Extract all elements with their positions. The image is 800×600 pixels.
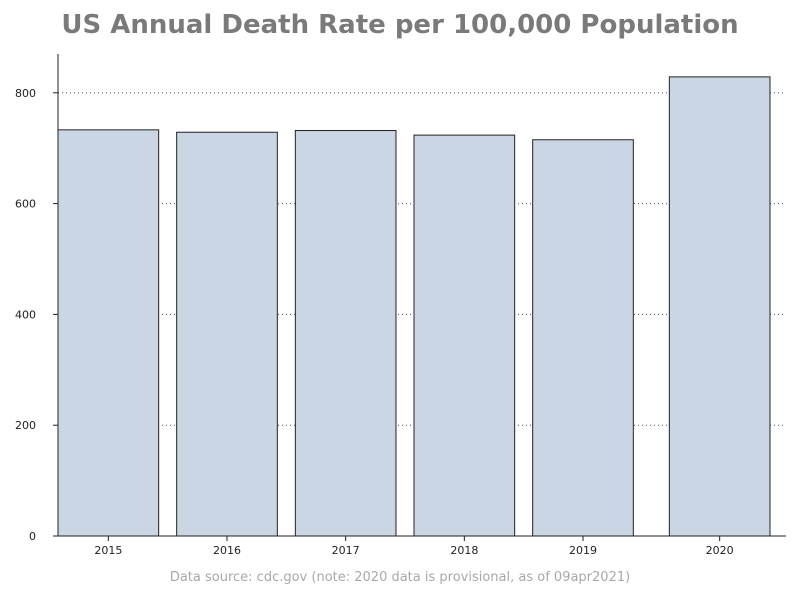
y-ticks: 0 200 400 600 800	[15, 87, 58, 543]
bar	[668, 76, 771, 537]
x-tick-label: 2017	[332, 544, 360, 557]
x-tick-label: 2020	[706, 544, 734, 557]
axes	[57, 54, 786, 537]
x-tick-label: 2019	[569, 544, 597, 557]
x-ticks: 2015 2016 2017 2018 2019 2020	[94, 536, 734, 557]
x-tick-label: 2018	[450, 544, 478, 557]
y-tick-label: 0	[29, 530, 36, 543]
bar	[532, 139, 634, 537]
chart-title: US Annual Death Rate per 100,000 Populat…	[61, 10, 739, 40]
bars	[57, 76, 771, 537]
bar	[413, 134, 516, 537]
y-tick-label: 200	[15, 419, 36, 432]
bar	[176, 131, 278, 537]
bar	[294, 130, 397, 537]
x-tick-label: 2016	[213, 544, 241, 557]
x-tick-label: 2015	[94, 544, 122, 557]
bar	[57, 129, 160, 537]
y-tick-label: 800	[15, 87, 36, 100]
y-tick-label: 600	[15, 198, 36, 211]
y-tick-label: 400	[15, 308, 36, 321]
source-note: Data source: cdc.gov (note: 2020 data is…	[169, 570, 631, 585]
